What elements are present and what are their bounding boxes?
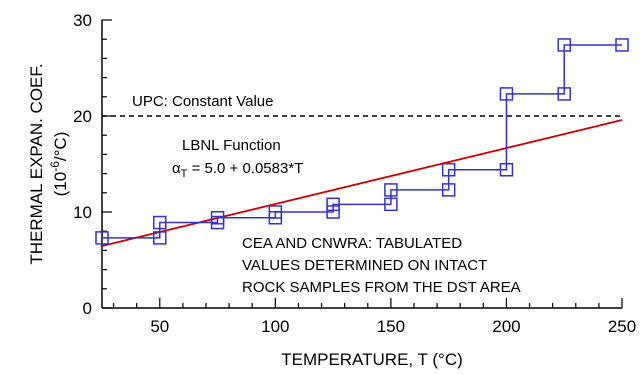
cea-annotation-line3: ROCK SAMPLES FROM THE DST AREA	[242, 279, 521, 296]
upc-annotation: UPC: Constant Value	[132, 93, 273, 110]
series-layer	[96, 39, 628, 246]
y-tick-label: 10	[73, 203, 92, 222]
x-tick-label: 200	[492, 317, 520, 336]
x-tick-label: 150	[377, 317, 405, 336]
x-tick-label: 100	[261, 317, 289, 336]
y-tick-label: 30	[73, 11, 92, 30]
lbnl-annotation: LBNL Function	[182, 137, 281, 154]
series-line-1	[102, 120, 622, 246]
x-tick-label: 250	[608, 317, 636, 336]
y-axis-title: THERMAL EXPAN. COEF. (10-6/°C)	[27, 63, 70, 264]
lbnl-equation: αT = 5.0 + 0.0583*T	[172, 160, 303, 180]
y-tick-label: 20	[73, 107, 92, 126]
cea-annotation-line1: CEA AND CNWRA: TABULATED	[242, 235, 462, 252]
x-tick-label: 50	[150, 317, 169, 336]
y-axis-title-line2: (10-6/°C)	[48, 132, 70, 197]
y-tick-label: 0	[83, 299, 92, 318]
series-line-2	[102, 45, 622, 238]
x-axis-title: TEMPERATURE, T (°C)	[281, 350, 463, 369]
cea-annotation-line2: VALUES DETERMINED ON INTACT	[242, 257, 487, 274]
y-axis-title-line1: THERMAL EXPAN. COEF.	[27, 63, 46, 264]
